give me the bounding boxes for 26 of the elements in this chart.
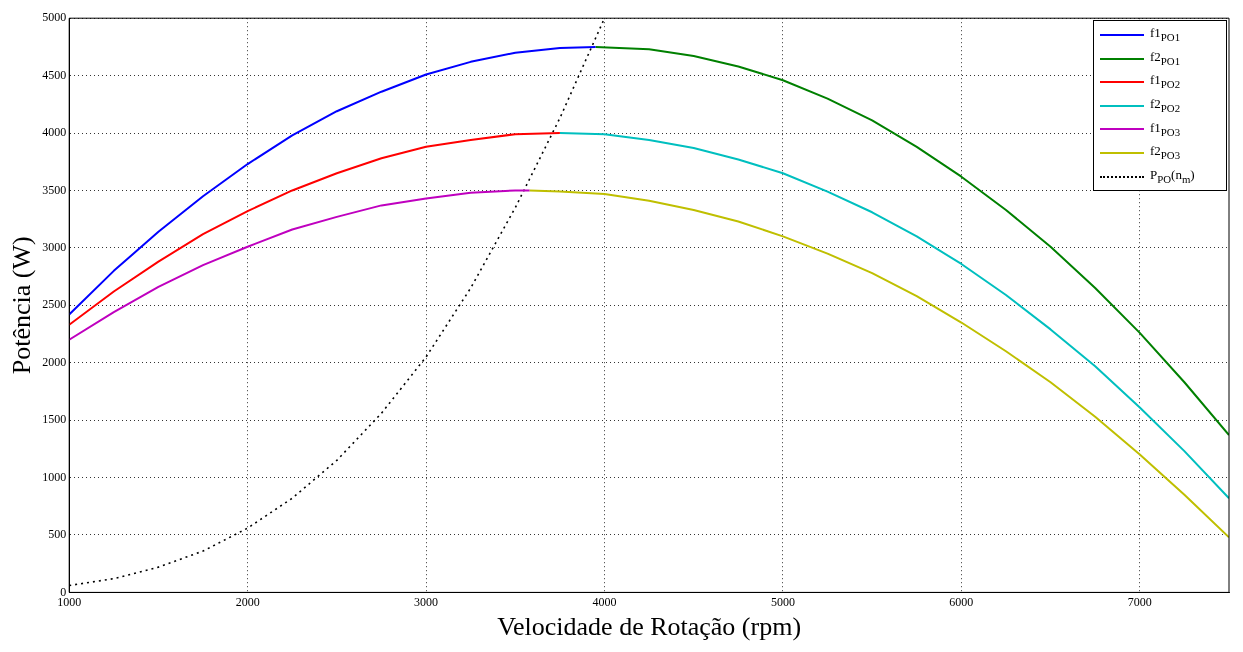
y-tick-label: 1000 — [42, 469, 67, 484]
x-tick-label: 4000 — [592, 594, 617, 609]
y-tick-label: 5000 — [42, 10, 67, 25]
y-tick-label: 4500 — [42, 67, 67, 82]
y-tick-label: 1500 — [42, 412, 67, 427]
x-tick-label: 6000 — [949, 594, 974, 609]
legend-label: f2$_{PO1}$ — [1150, 47, 1181, 69]
y-tick-label: 0 — [60, 584, 67, 599]
x-tick-label: 2000 — [235, 594, 260, 609]
x-axis-title: Velocidade de Rotação (rpm) — [497, 612, 802, 642]
legend-label: f2$_{PO2}$ — [1150, 94, 1181, 116]
x-tick-label: 5000 — [770, 594, 795, 609]
legend-label: P$_{PO}$(n$_{m}$) — [1150, 165, 1195, 187]
y-tick-label: 3000 — [42, 240, 67, 255]
y-tick-label: 2500 — [42, 297, 67, 312]
legend-label: f2$_{PO3}$ — [1150, 142, 1181, 163]
y-tick-label: 4000 — [42, 125, 67, 140]
legend-label: f1$_{PO1}$ — [1150, 24, 1181, 45]
x-tick-label: 3000 — [414, 594, 439, 609]
legend-label: f1$_{PO3}$ — [1150, 118, 1181, 140]
x-tick-label: 7000 — [1127, 594, 1152, 609]
legend-label: f1$_{PO2}$ — [1150, 71, 1181, 92]
y-tick-label: 500 — [48, 527, 67, 542]
y-tick-label: 2000 — [42, 354, 67, 369]
y-axis-title: Potência (W) — [7, 236, 37, 375]
y-tick-label: 3500 — [42, 182, 67, 197]
